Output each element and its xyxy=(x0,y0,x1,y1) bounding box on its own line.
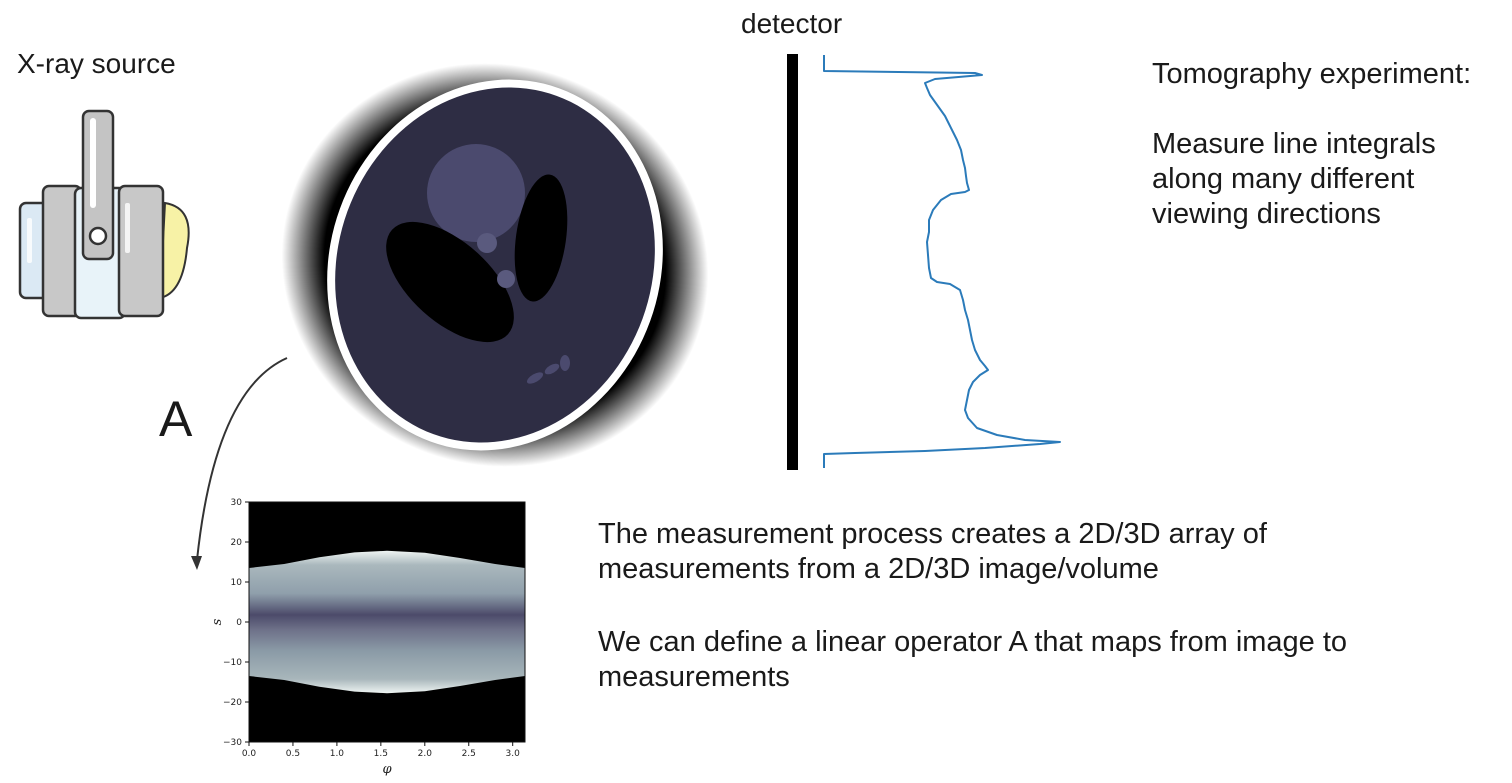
x-tick-label: 1.0 xyxy=(330,749,345,759)
xray-tube-icon xyxy=(18,109,190,320)
profile-line xyxy=(823,55,1061,468)
sinogram-band xyxy=(249,550,525,694)
detector-label: detector xyxy=(741,8,843,39)
x-tick-label: 0.5 xyxy=(286,749,300,759)
description-p2-line-2: measurements xyxy=(598,661,790,693)
y-tick-label: 0 xyxy=(236,618,242,628)
x-axis-label: φ xyxy=(382,762,392,777)
explanation-line-1: Measure line integrals xyxy=(1152,128,1436,160)
description-p2: We can define a linear operator A that m… xyxy=(598,625,1347,695)
explanation-heading: Tomography experiment: xyxy=(1152,58,1472,90)
y-tick-label: −20 xyxy=(223,698,242,708)
x-tick-label: 0.0 xyxy=(242,749,257,759)
explanation-line-3: viewing directions xyxy=(1152,198,1381,230)
operator-label: A xyxy=(159,391,193,447)
y-tick-label: −30 xyxy=(223,738,242,748)
x-tick-label: 3.0 xyxy=(506,749,521,759)
curved-arrow-icon xyxy=(191,357,288,570)
y-axis-label: s xyxy=(210,618,225,625)
description-p1: The measurement process creates a 2D/3D … xyxy=(598,517,1267,587)
detector-bar xyxy=(787,54,798,470)
description-p1-line-2: measurements from a 2D/3D image/volume xyxy=(598,553,1159,585)
sinogram-chart: 0.0 0.5 1.0 1.5 2.0 2.5 3.0 30 20 10 0 −10 −20 −30 φ… xyxy=(210,498,526,777)
explanation-line-2: along many different xyxy=(1152,163,1415,195)
explanation-body: Measure line integrals along many differ… xyxy=(1152,127,1436,232)
y-axis: 30 20 10 0 −10 −20 −30 xyxy=(223,498,249,748)
description-p2-line-1: We can define a linear operator A that m… xyxy=(598,626,1348,658)
description-p1-line-1: The measurement process creates a 2D/3D … xyxy=(598,518,1267,550)
x-tick-label: 1.5 xyxy=(374,749,388,759)
y-tick-label: 20 xyxy=(231,538,243,548)
phantom-image xyxy=(281,63,709,467)
xray-source-label: X-ray source xyxy=(17,48,176,79)
y-tick-label: 30 xyxy=(231,498,243,508)
x-axis: 0.0 0.5 1.0 1.5 2.0 2.5 3.0 xyxy=(242,742,520,759)
x-tick-label: 2.0 xyxy=(418,749,433,759)
y-tick-label: −10 xyxy=(223,658,242,668)
detector-profile-plot xyxy=(823,55,1061,468)
y-tick-label: 10 xyxy=(231,578,243,588)
x-tick-label: 2.5 xyxy=(462,749,476,759)
